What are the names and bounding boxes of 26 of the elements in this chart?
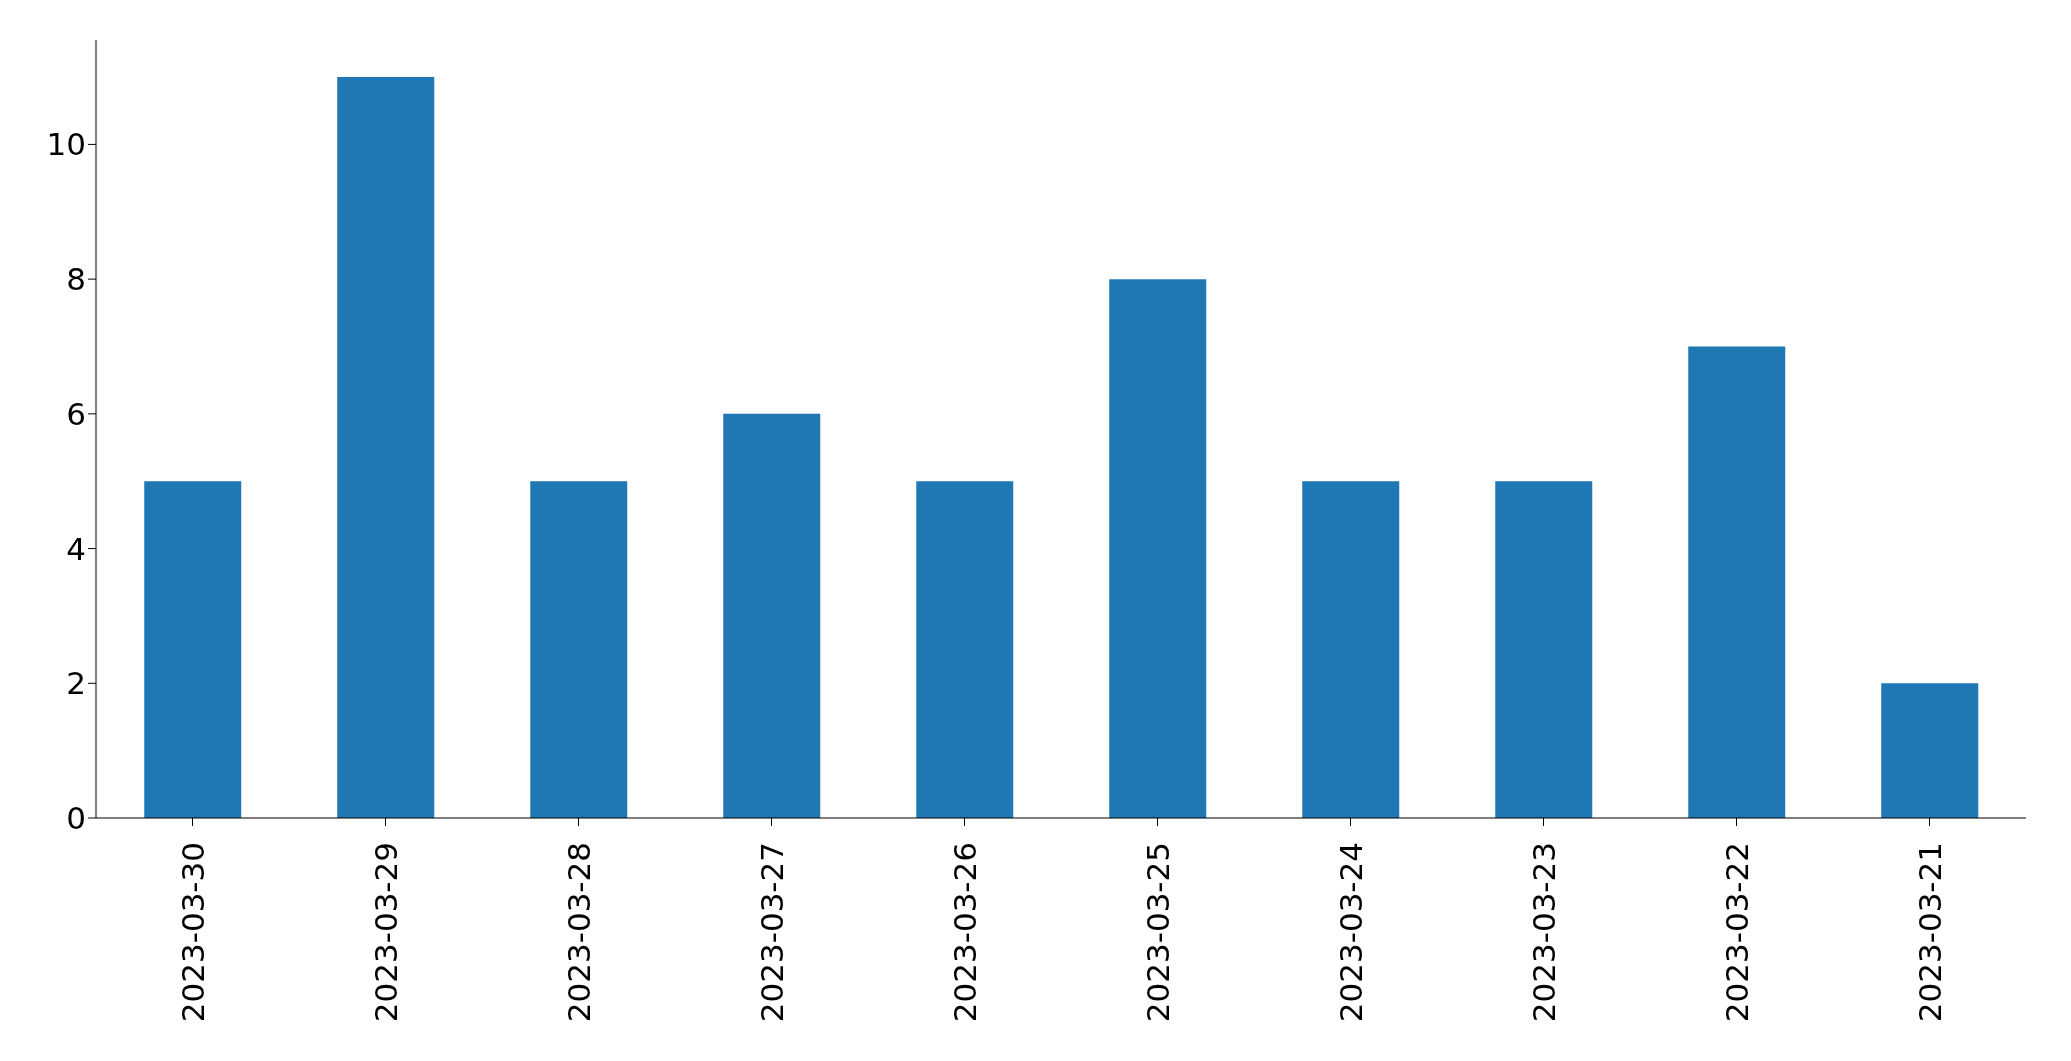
bar bbox=[144, 481, 242, 818]
bar bbox=[916, 481, 1014, 818]
y-tick-label: 4 bbox=[66, 530, 86, 567]
x-tick-label: 2023-03-29 bbox=[367, 842, 404, 1023]
x-tick-label: 2023-03-22 bbox=[1718, 842, 1755, 1023]
x-tick-label: 2023-03-23 bbox=[1525, 842, 1562, 1023]
x-tick-label: 2023-03-24 bbox=[1332, 842, 1369, 1023]
bar bbox=[1302, 481, 1400, 818]
bar bbox=[1688, 346, 1786, 818]
bar bbox=[723, 413, 821, 818]
bar bbox=[1881, 683, 1979, 818]
bar bbox=[337, 77, 435, 818]
x-tick-label: 2023-03-28 bbox=[560, 842, 597, 1023]
x-tick-label: 2023-03-30 bbox=[174, 842, 211, 1023]
y-tick-label: 10 bbox=[46, 126, 86, 163]
x-tick-label: 2023-03-25 bbox=[1139, 842, 1176, 1023]
x-tick-label: 2023-03-26 bbox=[946, 842, 983, 1023]
bar bbox=[1109, 279, 1207, 818]
x-tick-label: 2023-03-21 bbox=[1911, 842, 1948, 1023]
y-tick-label: 2 bbox=[66, 665, 86, 702]
bar bbox=[530, 481, 628, 818]
x-tick-label: 2023-03-27 bbox=[753, 842, 790, 1023]
bar bbox=[1495, 481, 1593, 818]
y-tick-label: 8 bbox=[66, 261, 86, 298]
y-tick-label: 6 bbox=[66, 395, 86, 432]
y-tick-label: 0 bbox=[66, 800, 86, 837]
